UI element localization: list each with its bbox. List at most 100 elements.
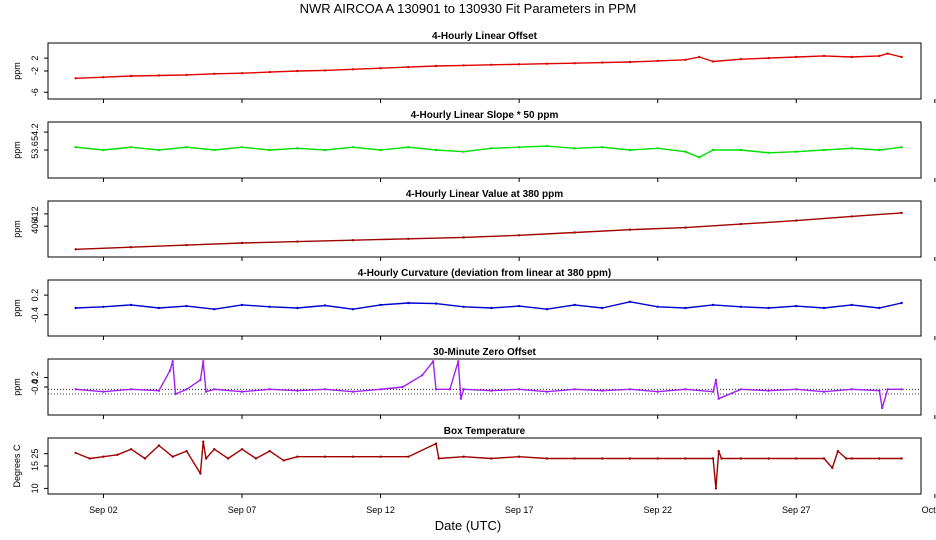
data-point-5-44 <box>881 406 884 410</box>
data-point-6-38 <box>720 457 723 460</box>
data-point-4-11 <box>351 308 355 311</box>
data-point-6-14 <box>226 457 230 460</box>
data-point-6-2 <box>88 457 91 460</box>
data-point-1-32 <box>886 52 889 55</box>
data-point-4-16 <box>490 306 493 310</box>
data-point-5-15 <box>296 389 299 392</box>
data-point-4-7 <box>240 303 244 307</box>
data-point-6-30 <box>573 457 576 460</box>
data-point-2-13 <box>407 146 410 149</box>
x-axis-label: Date (UTC) <box>434 518 502 533</box>
data-point-6-28 <box>517 455 521 458</box>
data-point-6-45 <box>845 457 848 460</box>
series-line-3 <box>75 212 902 250</box>
data-point-6-44 <box>836 449 840 453</box>
y-axis-label-2: ppm <box>12 141 22 159</box>
data-point-2-16 <box>490 147 493 150</box>
panel-frame-5 <box>47 358 922 416</box>
data-point-6-8 <box>171 455 174 458</box>
data-point-6-4 <box>116 453 119 456</box>
data-point-1-28 <box>795 55 798 59</box>
data-point-4-3 <box>129 303 133 307</box>
data-point-2-11 <box>351 146 355 149</box>
data-point-2-22 <box>656 147 659 150</box>
data-point-2-20 <box>601 146 604 149</box>
y-tick-label-6-3: 10 <box>30 483 40 493</box>
data-point-6-34 <box>684 457 687 460</box>
data-point-3-6 <box>351 239 355 242</box>
y-axis-label-6: Degrees C <box>12 444 22 488</box>
data-point-1-11 <box>351 68 355 71</box>
data-point-6-15 <box>240 448 244 451</box>
x-tick-label-5: Sep 22 <box>643 505 672 515</box>
data-point-5-19 <box>401 385 404 389</box>
data-point-4-27 <box>795 304 798 308</box>
data-point-5-35 <box>711 390 715 393</box>
data-point-1-30 <box>850 55 853 59</box>
y-tick-label-6-1: 25 <box>30 449 40 459</box>
data-point-3-13 <box>739 222 743 226</box>
data-point-5-33 <box>656 390 659 393</box>
panel-title-3: 4-Hourly Linear Value at 380 ppm <box>406 189 563 200</box>
data-point-5-25 <box>459 397 463 400</box>
panel-title-6: Box Temperature <box>444 426 526 437</box>
data-point-5-12 <box>213 388 216 391</box>
data-point-4-28 <box>822 306 826 310</box>
y-tick-label-6-2: 15 <box>30 461 40 471</box>
data-point-2-5 <box>185 146 188 149</box>
data-point-6-27 <box>490 457 493 460</box>
data-point-6-18 <box>282 459 285 462</box>
data-point-6-21 <box>351 455 355 458</box>
data-point-1-15 <box>462 64 465 67</box>
data-point-6-43 <box>831 466 834 470</box>
data-point-5-8 <box>185 388 188 391</box>
series-line-2 <box>75 145 902 159</box>
data-point-6-35 <box>711 457 715 460</box>
data-point-5-10 <box>202 360 205 363</box>
data-point-2-7 <box>240 146 244 149</box>
data-point-2-2 <box>102 148 105 152</box>
data-point-1-26 <box>739 58 743 61</box>
data-point-5-18 <box>379 388 382 391</box>
y-tick-label-5-2: -0.4 <box>30 379 40 395</box>
data-point-1-1 <box>74 77 77 80</box>
data-point-4-12 <box>379 303 382 307</box>
data-point-6-36 <box>714 487 718 490</box>
data-point-6-6 <box>143 457 147 460</box>
data-point-2-8 <box>268 148 271 152</box>
data-point-1-13 <box>407 65 410 69</box>
y-axis-label-4: ppm <box>12 299 22 317</box>
data-point-1-14 <box>434 64 438 68</box>
data-point-5-9 <box>199 378 202 382</box>
data-point-4-6 <box>213 308 216 311</box>
data-point-6-40 <box>767 457 770 460</box>
data-point-2-15 <box>462 150 465 153</box>
y-tick-label-1-3: -6 <box>30 88 40 96</box>
y-axis-label-5: ppm <box>12 378 22 396</box>
data-point-3-8 <box>462 236 465 239</box>
data-point-1-21 <box>628 60 632 64</box>
y-tick-label-4-2: -0.4 <box>30 307 40 323</box>
data-point-5-1 <box>74 388 77 391</box>
data-point-4-17 <box>517 304 521 308</box>
page-title: NWR AIRCOA A 130901 to 130930 Fit Parame… <box>299 1 637 16</box>
data-point-6-12 <box>204 457 208 460</box>
data-point-6-13 <box>213 448 216 451</box>
data-point-1-16 <box>490 63 493 66</box>
panel-frame-4 <box>47 279 922 337</box>
data-point-5-2 <box>102 390 105 393</box>
data-point-4-18 <box>545 308 549 311</box>
data-point-6-11 <box>202 440 205 443</box>
data-point-2-17 <box>517 146 521 149</box>
data-point-4-24 <box>711 303 715 307</box>
data-point-3-5 <box>296 240 299 243</box>
data-point-5-34 <box>684 388 687 391</box>
data-point-1-7 <box>240 72 244 75</box>
data-point-2-6 <box>213 148 216 152</box>
data-point-6-39 <box>739 457 743 460</box>
data-point-5-29 <box>545 390 549 393</box>
data-point-6-10 <box>199 472 202 475</box>
data-point-5-39 <box>767 389 770 392</box>
y-tick-label-5-1: 0.2 <box>30 371 40 384</box>
data-point-5-38 <box>739 388 743 391</box>
